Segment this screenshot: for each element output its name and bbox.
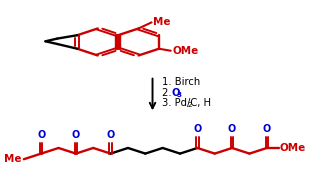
Text: 1. Birch: 1. Birch: [162, 77, 201, 87]
Text: O: O: [37, 130, 45, 140]
Text: Me: Me: [4, 154, 21, 164]
Text: O: O: [193, 124, 202, 134]
Text: O: O: [263, 124, 271, 134]
Text: 3. Pd/C, H: 3. Pd/C, H: [162, 98, 211, 108]
Text: 3: 3: [177, 91, 182, 98]
Text: OMe: OMe: [172, 46, 198, 56]
Text: Me: Me: [153, 17, 170, 27]
Text: O: O: [228, 124, 236, 134]
Text: O: O: [107, 130, 115, 140]
Text: 2: 2: [188, 102, 192, 108]
Text: 2.: 2.: [162, 88, 175, 98]
Text: OMe: OMe: [280, 143, 306, 153]
Text: O: O: [72, 130, 80, 140]
Text: O: O: [172, 88, 180, 98]
